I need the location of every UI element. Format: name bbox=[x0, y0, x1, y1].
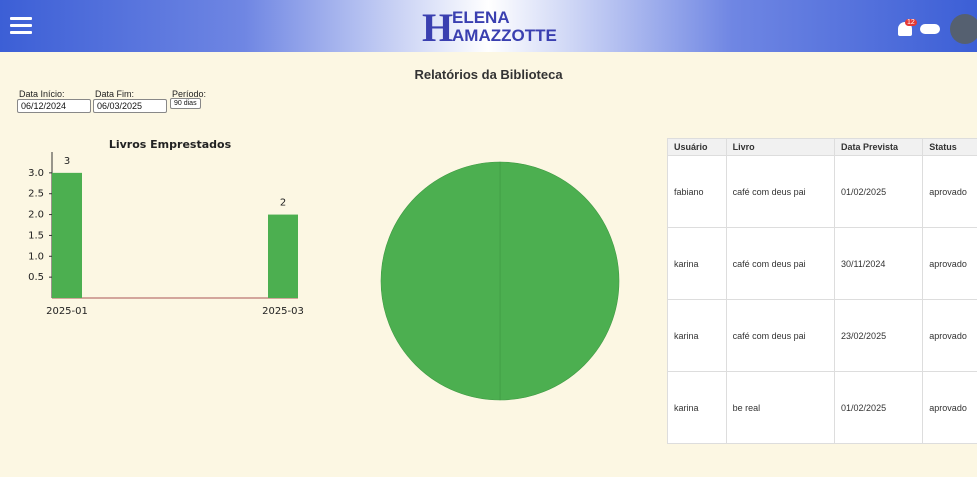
table-cell: aprovado bbox=[923, 372, 977, 444]
avatar[interactable] bbox=[950, 14, 977, 44]
table-cell: aprovado bbox=[923, 228, 977, 300]
y-tick-label: 1.5 bbox=[28, 230, 44, 241]
table-cell: karina bbox=[668, 300, 727, 372]
table-cell: 23/02/2025 bbox=[835, 300, 923, 372]
chart-title: Livros Emprestados bbox=[109, 138, 232, 151]
period-select[interactable]: 90 dias bbox=[170, 98, 201, 109]
start-label: Data Início: bbox=[19, 89, 65, 99]
y-tick-label: 0.5 bbox=[28, 272, 44, 283]
table-cell: karina bbox=[668, 228, 727, 300]
pie-slice bbox=[381, 162, 500, 400]
end-date[interactable]: 06/03/2025 bbox=[93, 99, 167, 113]
table-cell: café com deus pai bbox=[726, 300, 834, 372]
start-date[interactable]: 06/12/2024 bbox=[17, 99, 91, 113]
logo[interactable]: H ELENA AMAZZOTTE bbox=[422, 6, 572, 46]
menu-button[interactable] bbox=[10, 13, 32, 38]
table-cell: fabiano bbox=[668, 156, 727, 228]
page-title: Relatórios da Biblioteca bbox=[0, 67, 977, 82]
bar-value-label: 2 bbox=[280, 198, 286, 209]
y-tick-label: 3.0 bbox=[28, 168, 44, 179]
table-cell: café com deus pai bbox=[726, 156, 834, 228]
x-tick-label: 2025-01 bbox=[46, 306, 88, 317]
table-cell: 30/11/2024 bbox=[835, 228, 923, 300]
table-cell: café com deus pai bbox=[726, 228, 834, 300]
notification-badge: 12 bbox=[905, 19, 917, 26]
bar bbox=[52, 173, 82, 298]
column-header: Data Prevista bbox=[835, 139, 923, 156]
table-cell: 01/02/2025 bbox=[835, 156, 923, 228]
logo-line1: ELENA bbox=[452, 8, 510, 28]
table-cell: 01/02/2025 bbox=[835, 372, 923, 444]
bar-value-label: 3 bbox=[64, 156, 70, 167]
column-header: Livro bbox=[726, 139, 834, 156]
x-tick-label: 2025-03 bbox=[262, 306, 304, 317]
page: Livros Emprestados 0.5 1.0 1.5 2.0 2.5 3.0 3 202… bbox=[0, 0, 977, 477]
bar bbox=[268, 215, 298, 298]
end-label: Data Fim: bbox=[95, 89, 134, 99]
y-tick-label: 2.0 bbox=[28, 210, 44, 221]
column-header: Usuário bbox=[668, 139, 727, 156]
table-cell: be real bbox=[726, 372, 834, 444]
table-cell: karina bbox=[668, 372, 727, 444]
y-tick-label: 1.0 bbox=[28, 251, 44, 262]
logo-line2: AMAZZOTTE bbox=[452, 26, 557, 46]
header: H ELENA AMAZZOTTE 12 bbox=[0, 0, 977, 52]
logo-initial: H bbox=[422, 4, 453, 51]
users-icon[interactable] bbox=[920, 24, 940, 34]
pie-slice bbox=[500, 162, 619, 400]
column-header: Status bbox=[923, 139, 977, 156]
table-cell: aprovado bbox=[923, 156, 977, 228]
y-tick-label: 2.5 bbox=[28, 189, 44, 200]
table-cell: aprovado bbox=[923, 300, 977, 372]
